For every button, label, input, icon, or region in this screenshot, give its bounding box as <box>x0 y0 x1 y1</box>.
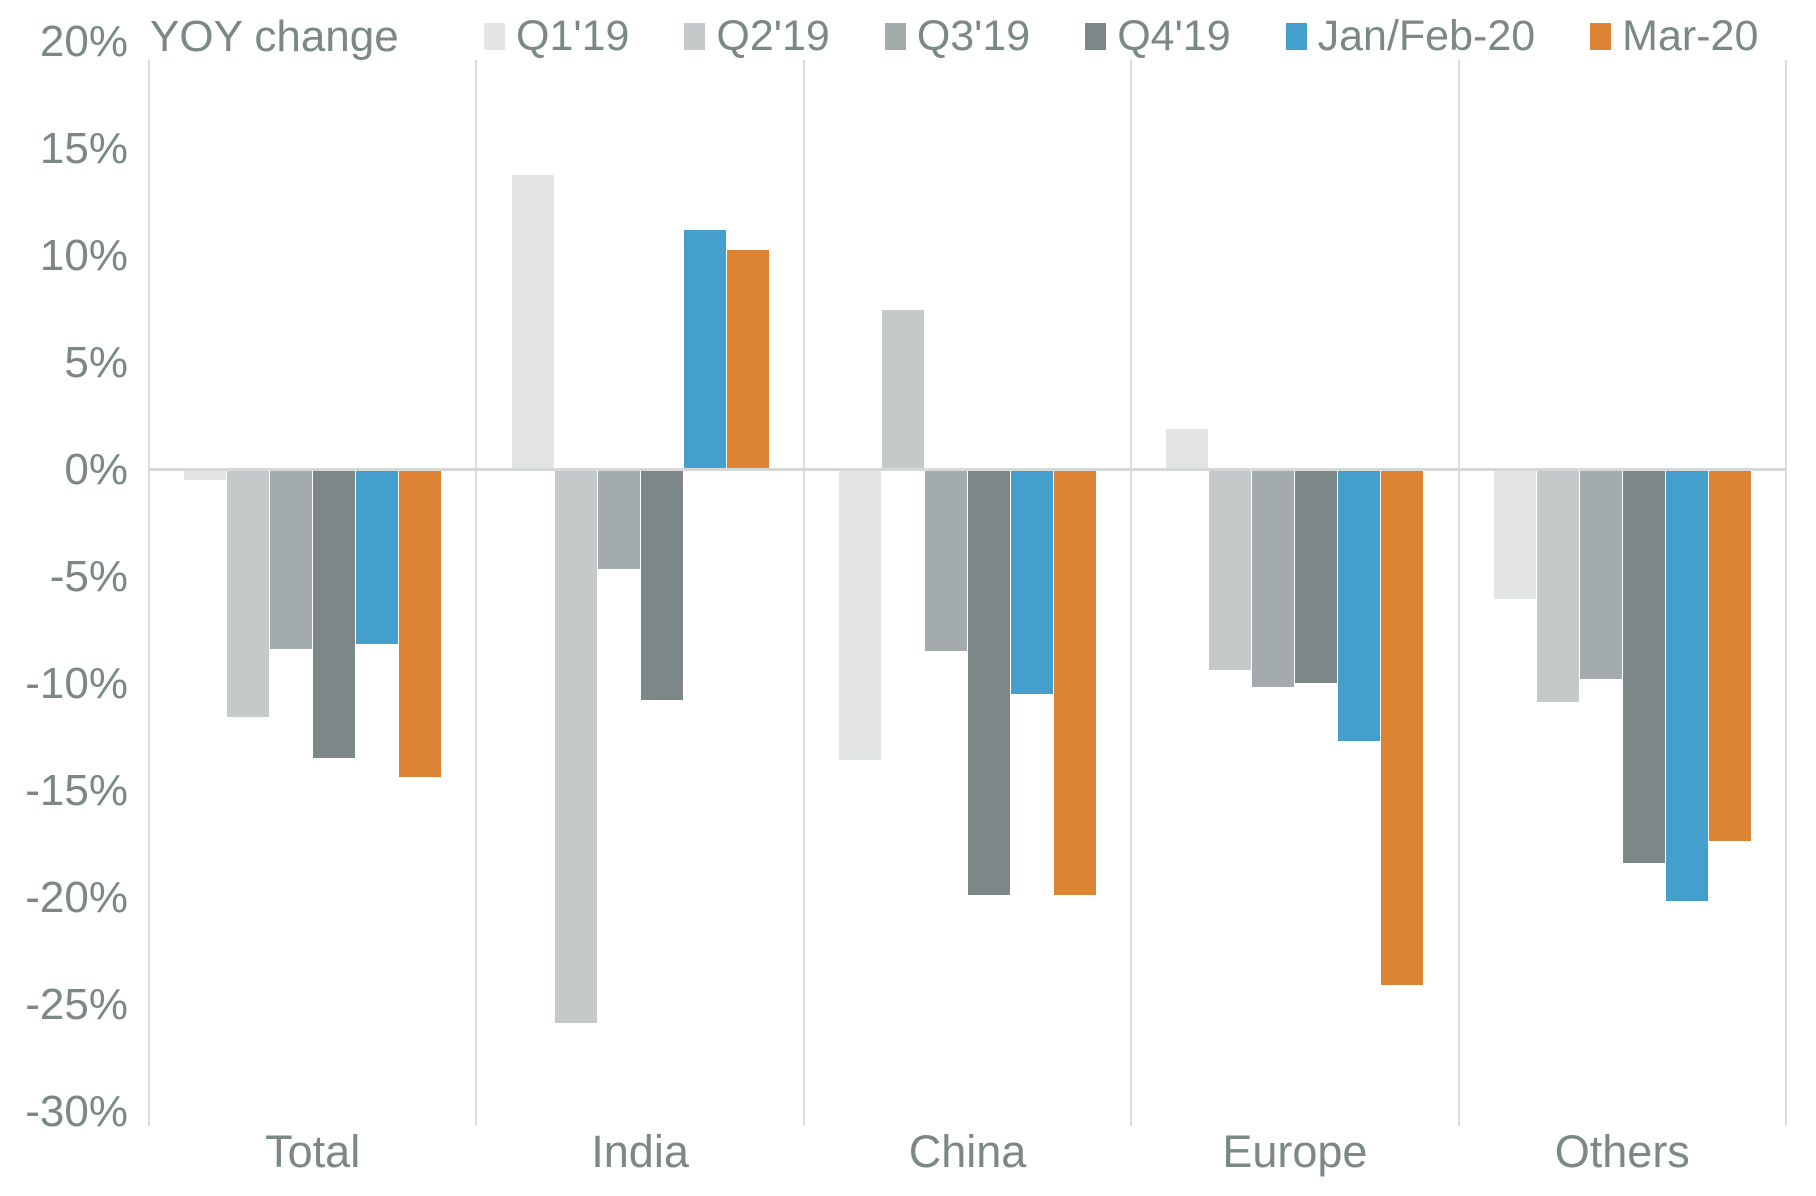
bar-china-q1-19 <box>838 471 881 760</box>
bar-europe-q1-19 <box>1166 429 1209 468</box>
legend-label: Q1'19 <box>516 12 630 60</box>
chart-title: YOY change <box>150 12 399 61</box>
legend-label: Q4'19 <box>1117 12 1231 60</box>
zero-baseline <box>149 468 1786 471</box>
bar-group-total <box>149 42 476 1112</box>
bar-total-q4-19 <box>313 471 356 758</box>
x-axis-category-label-total: Total <box>265 1126 361 1177</box>
legend-swatch-q3-19-icon <box>884 23 906 50</box>
category-divider <box>1457 60 1460 1126</box>
bar-total-jan-feb-20 <box>356 471 399 645</box>
bar-china-q2-19 <box>881 309 924 468</box>
legend-swatch-mar-20-icon <box>1590 23 1612 50</box>
bar-china-q3-19 <box>924 471 967 651</box>
legend-swatch-q1-19-icon <box>484 23 505 50</box>
bar-china-jan-feb-20 <box>1010 471 1053 694</box>
bar-europe-mar-20 <box>1381 471 1424 985</box>
y-axis-tick-label: -30% <box>25 1087 128 1136</box>
legend-swatch-q4-19-icon <box>1085 23 1107 50</box>
bar-others-mar-20 <box>1708 471 1751 842</box>
legend-item-q4-19: Q4'19 <box>1085 12 1231 61</box>
category-divider <box>802 60 805 1126</box>
y-axis-tick-label: -20% <box>25 873 128 922</box>
legend-item-q3-19: Q3'19 <box>884 12 1031 61</box>
y-axis-tick-label: 15% <box>39 124 128 173</box>
chart-legend: Q1'19 Q2'19 Q3'19 Q4'19 Jan/Feb-20 Mar-20 <box>484 12 1758 61</box>
bar-total-mar-20 <box>399 471 442 778</box>
y-axis-tick-label: 0% <box>64 445 128 494</box>
bar-india-q2-19 <box>554 471 597 1024</box>
category-divider <box>475 60 478 1126</box>
x-axis-category-label-europe: Europe <box>1222 1126 1368 1177</box>
bar-india-q1-19 <box>511 174 554 468</box>
bar-group-china <box>804 42 1131 1112</box>
bar-group-others <box>1459 42 1786 1112</box>
y-axis-tick-label: -10% <box>25 659 128 708</box>
y-axis-tick-label: 10% <box>39 231 128 280</box>
bar-others-jan-feb-20 <box>1665 471 1708 902</box>
bar-total-q3-19 <box>270 471 313 649</box>
x-axis-category-label-india: India <box>591 1126 689 1177</box>
bar-europe-q2-19 <box>1209 471 1252 671</box>
bar-europe-q4-19 <box>1295 471 1338 683</box>
y-axis-line <box>148 60 150 1126</box>
bar-group-europe <box>1131 42 1458 1112</box>
bar-india-q3-19 <box>597 471 640 570</box>
bar-india-q4-19 <box>640 471 683 700</box>
bar-others-q3-19 <box>1579 471 1622 679</box>
legend-swatch-jan-feb-20-icon <box>1285 23 1307 50</box>
bar-india-mar-20 <box>726 249 769 468</box>
legend-item-q2-19: Q2'19 <box>684 12 830 61</box>
legend-label: Mar-20 <box>1622 12 1759 60</box>
legend-label: Q3'19 <box>916 12 1031 60</box>
bar-europe-jan-feb-20 <box>1338 471 1381 741</box>
plot-right-border <box>1785 60 1787 1126</box>
bar-others-q2-19 <box>1536 471 1579 703</box>
legend-swatch-q2-19-icon <box>684 23 706 50</box>
bar-group-india <box>476 42 803 1112</box>
bar-china-mar-20 <box>1053 471 1096 895</box>
bar-others-q1-19 <box>1493 471 1536 600</box>
legend-item-jan-feb-20: Jan/Feb-20 <box>1285 12 1536 61</box>
legend-item-q1-19: Q1'19 <box>484 12 629 61</box>
y-axis-tick-label: -25% <box>25 980 128 1029</box>
legend-item-mar-20: Mar-20 <box>1590 12 1758 61</box>
y-axis-tick-label: 20% <box>39 17 128 66</box>
legend-label: Q2'19 <box>716 12 830 60</box>
bar-europe-q3-19 <box>1252 471 1295 688</box>
bar-total-q2-19 <box>227 471 270 718</box>
bar-others-q4-19 <box>1622 471 1665 863</box>
y-axis-tick-label: 5% <box>64 338 128 387</box>
x-axis-category-label-others: Others <box>1554 1126 1690 1177</box>
category-divider <box>1130 60 1133 1126</box>
legend-label: Jan/Feb-20 <box>1317 12 1536 60</box>
bar-total-q1-19 <box>184 471 227 480</box>
x-axis-category-label-china: China <box>908 1126 1027 1177</box>
y-axis-tick-label: -5% <box>49 552 128 601</box>
bar-china-q4-19 <box>967 471 1010 895</box>
bar-india-jan-feb-20 <box>683 230 726 468</box>
y-axis-tick-label: -15% <box>25 766 128 815</box>
